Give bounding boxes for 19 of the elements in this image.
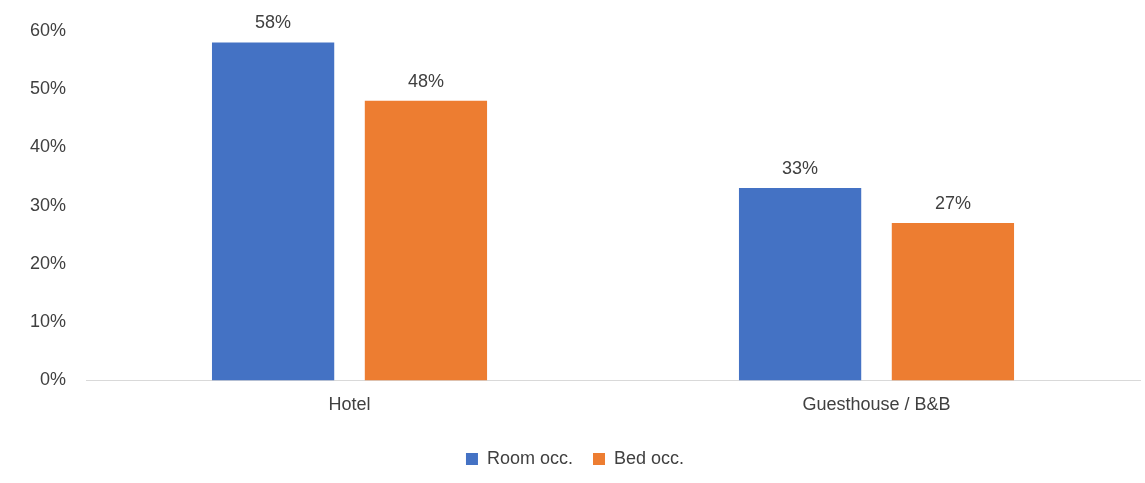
- bar: [211, 42, 335, 381]
- y-tick-label: 20%: [30, 252, 67, 273]
- x-tick-label: Hotel: [328, 394, 371, 415]
- y-tick-label: 10%: [30, 311, 67, 332]
- data-label: 27%: [934, 193, 971, 214]
- y-tick-label: 50%: [30, 78, 67, 99]
- y-tick-label: 60%: [30, 19, 67, 40]
- bar: [364, 100, 488, 381]
- y-tick-label: 30%: [30, 194, 67, 215]
- data-label: 58%: [255, 12, 292, 33]
- bar: [738, 188, 862, 381]
- legend-label: Room occ.: [486, 447, 573, 468]
- y-tick-label: 0%: [40, 369, 67, 390]
- y-tick-label: 40%: [30, 136, 67, 157]
- data-label: 33%: [782, 158, 819, 179]
- legend-label: Bed occ.: [613, 447, 685, 468]
- bar: [891, 223, 1015, 381]
- data-label: 48%: [407, 70, 444, 91]
- x-tick-label: Guesthouse / B&B: [802, 394, 951, 415]
